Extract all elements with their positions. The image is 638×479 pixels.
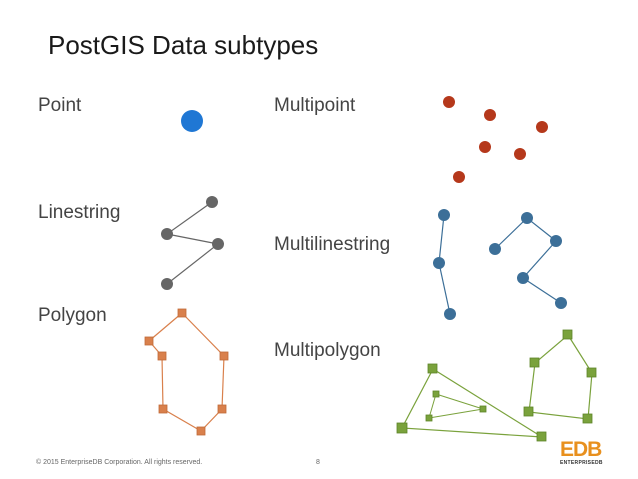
polygon-vertex: [196, 426, 206, 436]
linestring-path: [165, 201, 220, 285]
polygon-vertex: [219, 351, 229, 361]
multipolygon-vertex: [432, 390, 440, 398]
linestring-geometry: [161, 196, 224, 290]
point-marker: [181, 110, 203, 132]
polygon-vertex: [144, 336, 154, 346]
multilinestring-vertex: [444, 308, 456, 320]
polygon-vertex: [217, 404, 227, 414]
multipoint-marker: [443, 96, 455, 108]
linestring-vertex: [161, 228, 173, 240]
logo-mark: EDB: [560, 438, 602, 461]
page-number: 8: [316, 459, 320, 466]
multipolygon-vertex: [396, 422, 408, 434]
multipoint-marker: [484, 109, 496, 121]
multipolygon-vertex: [523, 406, 534, 417]
multipolygon-vertex: [582, 413, 593, 424]
multilinestring-path-2: [494, 217, 562, 304]
multipolygon-inner-ring: [428, 393, 484, 419]
linestring-vertex: [212, 238, 224, 250]
multipoint-marker: [536, 121, 548, 133]
multipolygon-geometry: [396, 329, 597, 442]
multipoint-marker: [514, 148, 526, 160]
linestring-vertex: [161, 278, 173, 290]
label-polygon: Polygon: [38, 305, 107, 326]
multipolygon-vertex: [529, 357, 540, 368]
enterprisedb-logo: EDB ENTERPRISEDB: [560, 438, 610, 468]
multilinestring-vertex: [438, 209, 450, 221]
multilinestring-vertex: [550, 235, 562, 247]
label-point: Point: [38, 95, 82, 116]
multilinestring-geometry: [433, 209, 567, 320]
polygon-vertex: [177, 308, 187, 318]
multipoint-geometry: [443, 96, 548, 183]
multipolygon-second-ring: [528, 334, 593, 420]
slide-title: PostGIS Data subtypes: [48, 30, 319, 60]
multipolygon-vertex: [562, 329, 573, 340]
label-linestring: Linestring: [38, 202, 121, 223]
multipolygon-vertex: [536, 431, 547, 442]
multilinestring-vertex: [521, 212, 533, 224]
multilinestring-vertex: [555, 297, 567, 309]
multilinestring-vertex: [433, 257, 445, 269]
multipoint-marker: [453, 171, 465, 183]
polygon-geometry: [144, 308, 229, 436]
multilinestring-vertex: [517, 272, 529, 284]
label-multipoint: Multipoint: [274, 95, 356, 116]
linestring-vertex: [206, 196, 218, 208]
polygon-vertex: [157, 351, 167, 361]
multipolygon-vertex: [425, 414, 433, 422]
point-geometry: [181, 110, 203, 132]
label-multilinestring: Multilinestring: [274, 234, 391, 255]
label-multipolygon: Multipolygon: [274, 340, 381, 361]
multipolygon-vertex: [427, 363, 438, 374]
multipolygon-vertex: [479, 405, 487, 413]
polygon-vertex: [158, 404, 168, 414]
logo-subtitle: ENTERPRISEDB: [560, 460, 603, 466]
multipoint-marker: [479, 141, 491, 153]
multipolygon-outer-ring: [401, 368, 543, 438]
copyright-footer: © 2015 EnterpriseDB Corporation. All rig…: [36, 459, 203, 466]
multipolygon-vertex: [586, 367, 597, 378]
multilinestring-vertex: [489, 243, 501, 255]
